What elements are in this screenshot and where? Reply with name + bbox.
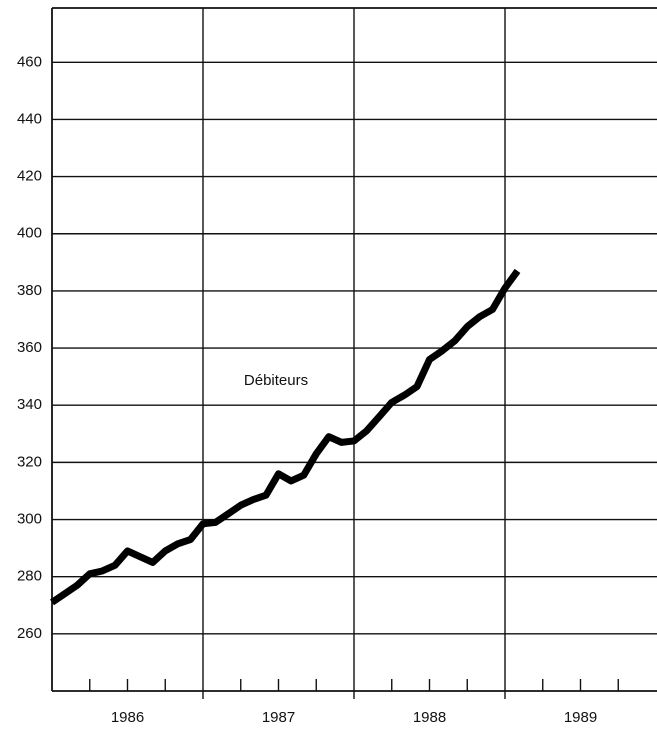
y-tick-label: 320 bbox=[17, 453, 42, 470]
y-tick-label: 440 bbox=[17, 110, 42, 127]
y-tick-label: 380 bbox=[17, 282, 42, 299]
y-tick-label: 460 bbox=[17, 53, 42, 70]
x-tick-label: 1989 bbox=[564, 709, 597, 726]
annotation: Débiteurs bbox=[244, 372, 308, 389]
data-line bbox=[50, 268, 521, 606]
x-tick-label: 1988 bbox=[413, 709, 446, 726]
y-tick-label: 260 bbox=[17, 625, 42, 642]
y-tick-label: 300 bbox=[17, 511, 42, 528]
y-tick-label: 420 bbox=[17, 168, 42, 185]
y-tick-label: 400 bbox=[17, 225, 42, 242]
x-tick-label: 1986 bbox=[111, 709, 144, 726]
y-tick-label: 360 bbox=[17, 339, 42, 356]
y-tick-label: 340 bbox=[17, 396, 42, 413]
y-tick-label: 280 bbox=[17, 568, 42, 585]
x-tick-label: 1987 bbox=[262, 709, 295, 726]
